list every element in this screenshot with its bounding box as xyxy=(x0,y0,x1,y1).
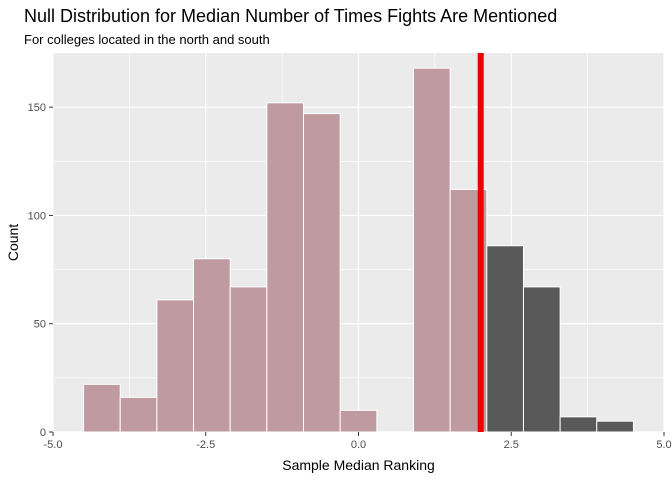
histogram-bar xyxy=(83,383,121,433)
histogram-bar xyxy=(119,396,158,433)
y-axis-ticks: 0 50 100 150 xyxy=(28,102,53,439)
x-tick-label: 2.5 xyxy=(504,439,519,451)
histogram-bar xyxy=(229,286,268,433)
x-axis-title: Sample Median Ranking xyxy=(282,457,435,473)
x-axis-ticks: -5.0 -2.5 0.0 2.5 5.0 xyxy=(44,432,672,451)
histogram-bar xyxy=(339,409,378,433)
histogram-bar xyxy=(266,102,305,433)
histogram-bar xyxy=(486,245,524,433)
histogram-bar xyxy=(193,258,231,433)
y-tick-label: 150 xyxy=(28,102,46,114)
histogram-bar xyxy=(596,420,634,433)
y-tick-label: 50 xyxy=(34,319,46,331)
chart-subtitle: For colleges located in the north and so… xyxy=(24,32,270,47)
histogram-bar xyxy=(412,67,451,433)
x-tick-label: -2.5 xyxy=(196,439,215,451)
histogram-bars xyxy=(83,67,634,433)
y-axis-title: Count xyxy=(5,224,21,261)
histogram-bar xyxy=(522,286,561,433)
x-tick-label: 0.0 xyxy=(351,439,366,451)
y-tick-label: 0 xyxy=(40,427,46,439)
histogram-bar xyxy=(303,113,341,433)
x-tick-label: -5.0 xyxy=(44,439,63,451)
chart-title: Null Distribution for Median Number of T… xyxy=(24,6,557,26)
histogram-bar xyxy=(559,416,598,433)
y-tick-label: 100 xyxy=(28,210,46,222)
histogram-bar xyxy=(156,299,195,433)
x-tick-label: 5.0 xyxy=(656,439,671,451)
